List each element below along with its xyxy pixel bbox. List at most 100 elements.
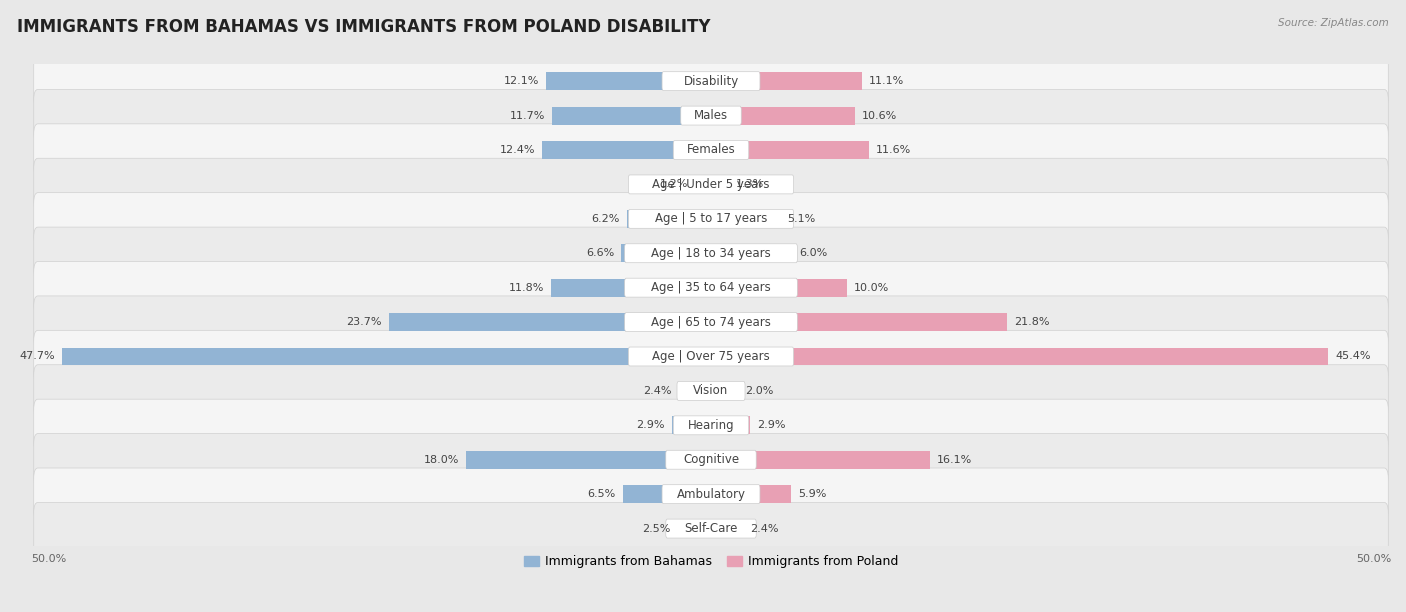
Text: 16.1%: 16.1% bbox=[936, 455, 972, 465]
Text: Ambulatory: Ambulatory bbox=[676, 488, 745, 501]
Text: 12.1%: 12.1% bbox=[505, 76, 540, 86]
FancyBboxPatch shape bbox=[34, 227, 1388, 280]
Bar bbox=[62, 348, 711, 365]
Text: 12.4%: 12.4% bbox=[501, 145, 536, 155]
FancyBboxPatch shape bbox=[34, 55, 1388, 107]
Text: 21.8%: 21.8% bbox=[1014, 317, 1050, 327]
Bar bbox=[623, 485, 711, 503]
Text: Source: ZipAtlas.com: Source: ZipAtlas.com bbox=[1278, 18, 1389, 28]
Text: 6.2%: 6.2% bbox=[592, 214, 620, 224]
Bar bbox=[627, 210, 711, 228]
Text: 11.6%: 11.6% bbox=[876, 145, 911, 155]
FancyBboxPatch shape bbox=[34, 433, 1388, 486]
Text: Age | 65 to 74 years: Age | 65 to 74 years bbox=[651, 316, 770, 329]
FancyBboxPatch shape bbox=[678, 381, 745, 400]
FancyBboxPatch shape bbox=[34, 502, 1388, 554]
Bar bbox=[678, 382, 711, 400]
Bar bbox=[551, 278, 711, 297]
Bar bbox=[672, 416, 711, 435]
Text: 50.0%: 50.0% bbox=[31, 554, 66, 564]
Text: 18.0%: 18.0% bbox=[425, 455, 460, 465]
Text: Age | Under 5 years: Age | Under 5 years bbox=[652, 178, 769, 191]
Bar bbox=[711, 520, 744, 537]
Text: Age | 18 to 34 years: Age | 18 to 34 years bbox=[651, 247, 770, 259]
Bar bbox=[711, 176, 728, 193]
FancyBboxPatch shape bbox=[673, 416, 749, 435]
Text: 1.3%: 1.3% bbox=[735, 179, 763, 190]
Text: 6.5%: 6.5% bbox=[588, 489, 616, 499]
Text: 11.8%: 11.8% bbox=[509, 283, 544, 293]
Bar bbox=[388, 313, 711, 331]
Text: 2.5%: 2.5% bbox=[641, 524, 671, 534]
FancyBboxPatch shape bbox=[34, 89, 1388, 142]
Text: 50.0%: 50.0% bbox=[1355, 554, 1391, 564]
Bar bbox=[711, 72, 862, 90]
Text: 2.9%: 2.9% bbox=[758, 420, 786, 430]
Text: Disability: Disability bbox=[683, 75, 738, 88]
Bar bbox=[711, 451, 929, 469]
Bar bbox=[711, 313, 1008, 331]
FancyBboxPatch shape bbox=[34, 399, 1388, 452]
FancyBboxPatch shape bbox=[628, 209, 793, 228]
Bar bbox=[711, 244, 793, 262]
FancyBboxPatch shape bbox=[34, 330, 1388, 382]
FancyBboxPatch shape bbox=[34, 124, 1388, 176]
Text: Self-Care: Self-Care bbox=[685, 522, 738, 535]
FancyBboxPatch shape bbox=[34, 261, 1388, 314]
Bar bbox=[547, 72, 711, 90]
FancyBboxPatch shape bbox=[628, 347, 793, 366]
Text: 11.1%: 11.1% bbox=[869, 76, 904, 86]
FancyBboxPatch shape bbox=[624, 313, 797, 332]
Text: Hearing: Hearing bbox=[688, 419, 734, 432]
Text: Age | 5 to 17 years: Age | 5 to 17 years bbox=[655, 212, 768, 225]
Text: 6.6%: 6.6% bbox=[586, 248, 614, 258]
Legend: Immigrants from Bahamas, Immigrants from Poland: Immigrants from Bahamas, Immigrants from… bbox=[519, 550, 904, 573]
Text: Age | 35 to 64 years: Age | 35 to 64 years bbox=[651, 281, 770, 294]
FancyBboxPatch shape bbox=[624, 278, 797, 297]
Text: 10.6%: 10.6% bbox=[862, 111, 897, 121]
Text: IMMIGRANTS FROM BAHAMAS VS IMMIGRANTS FROM POLAND DISABILITY: IMMIGRANTS FROM BAHAMAS VS IMMIGRANTS FR… bbox=[17, 18, 710, 36]
Bar bbox=[467, 451, 711, 469]
Text: Females: Females bbox=[686, 143, 735, 157]
FancyBboxPatch shape bbox=[34, 296, 1388, 348]
Text: Vision: Vision bbox=[693, 384, 728, 397]
Bar bbox=[711, 106, 855, 124]
FancyBboxPatch shape bbox=[666, 450, 756, 469]
Text: 47.7%: 47.7% bbox=[20, 351, 55, 362]
Text: 11.7%: 11.7% bbox=[510, 111, 546, 121]
Text: 1.2%: 1.2% bbox=[659, 179, 688, 190]
FancyBboxPatch shape bbox=[624, 244, 797, 263]
FancyBboxPatch shape bbox=[34, 468, 1388, 520]
FancyBboxPatch shape bbox=[34, 159, 1388, 211]
Bar bbox=[621, 244, 711, 262]
Text: 2.0%: 2.0% bbox=[745, 386, 773, 396]
Text: Males: Males bbox=[695, 109, 728, 122]
Bar bbox=[711, 278, 846, 297]
Text: 5.9%: 5.9% bbox=[799, 489, 827, 499]
Text: 6.0%: 6.0% bbox=[800, 248, 828, 258]
Text: 23.7%: 23.7% bbox=[346, 317, 382, 327]
Text: Cognitive: Cognitive bbox=[683, 453, 740, 466]
Bar bbox=[553, 106, 711, 124]
Bar bbox=[695, 176, 711, 193]
Text: Age | Over 75 years: Age | Over 75 years bbox=[652, 350, 770, 363]
Text: 5.1%: 5.1% bbox=[787, 214, 815, 224]
Text: 2.4%: 2.4% bbox=[643, 386, 672, 396]
Bar bbox=[711, 382, 738, 400]
FancyBboxPatch shape bbox=[662, 72, 761, 91]
Text: 10.0%: 10.0% bbox=[853, 283, 889, 293]
FancyBboxPatch shape bbox=[34, 365, 1388, 417]
FancyBboxPatch shape bbox=[662, 485, 761, 504]
FancyBboxPatch shape bbox=[673, 141, 749, 160]
Bar bbox=[711, 348, 1329, 365]
Bar bbox=[711, 141, 869, 159]
Bar bbox=[711, 485, 792, 503]
FancyBboxPatch shape bbox=[681, 106, 741, 125]
Bar bbox=[711, 210, 780, 228]
FancyBboxPatch shape bbox=[628, 175, 793, 194]
Text: 2.4%: 2.4% bbox=[751, 524, 779, 534]
FancyBboxPatch shape bbox=[666, 519, 756, 538]
Bar bbox=[543, 141, 711, 159]
FancyBboxPatch shape bbox=[34, 193, 1388, 245]
Bar bbox=[711, 416, 751, 435]
